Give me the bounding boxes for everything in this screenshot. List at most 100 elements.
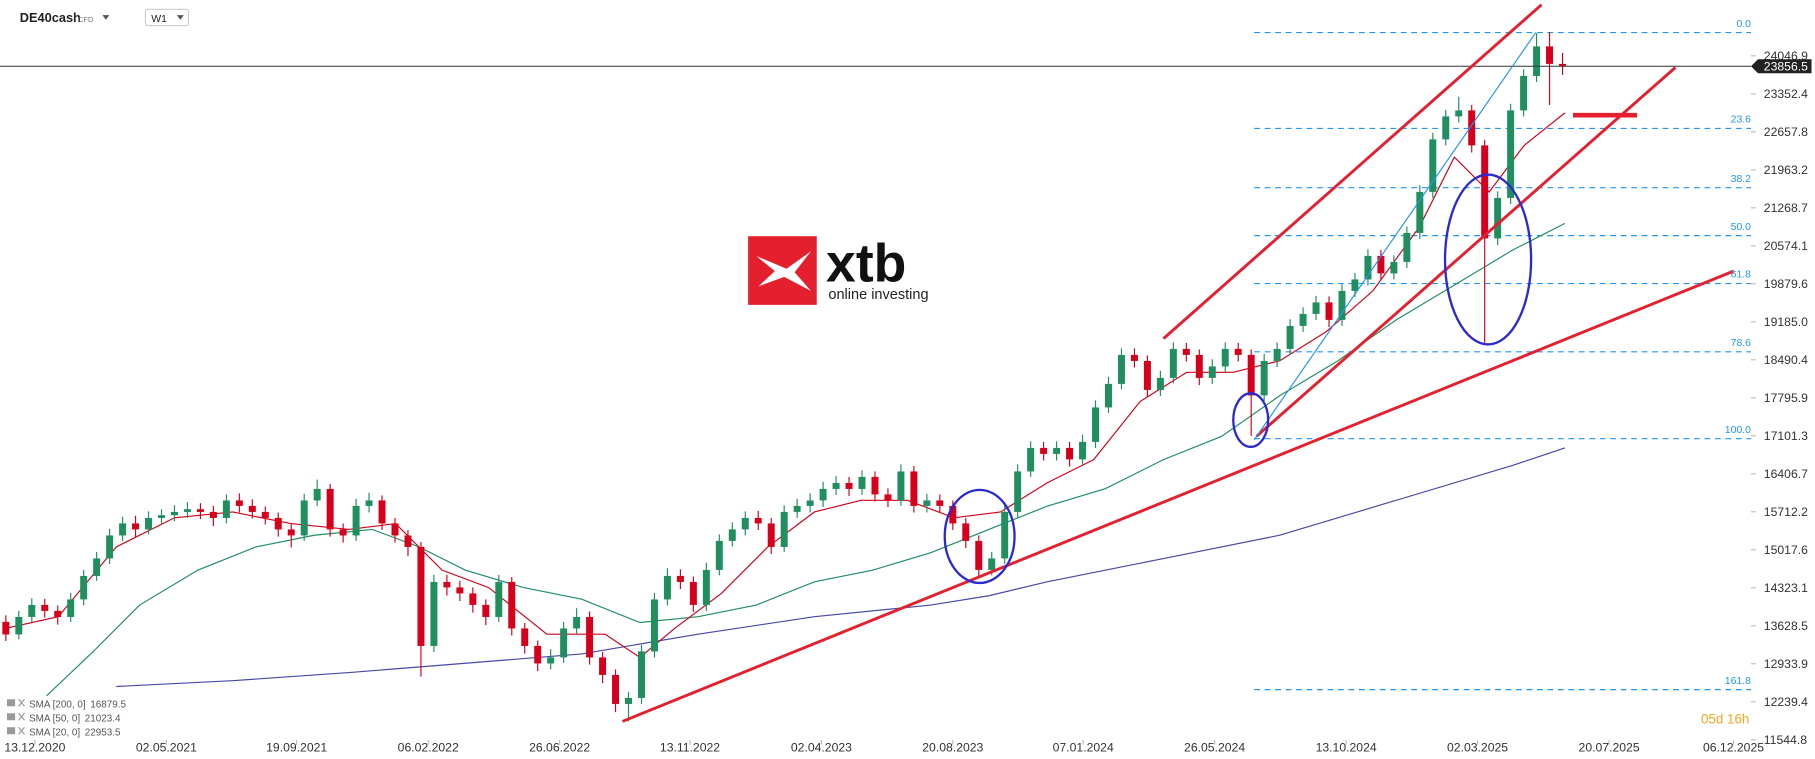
drawings — [621, 3, 1735, 723]
timeframe-box[interactable] — [144, 8, 190, 27]
candle-body — [248, 505, 256, 512]
candle-body — [1001, 511, 1009, 559]
candle-body — [430, 581, 438, 646]
candle-body — [949, 505, 957, 524]
candle-body — [1468, 110, 1476, 146]
x-tick-label: 02.04.2023 — [791, 741, 852, 755]
candle-body — [1338, 290, 1346, 320]
candle-body — [1104, 383, 1112, 408]
candle-body — [235, 500, 243, 506]
fib-label: 161.8 — [1725, 676, 1751, 687]
legend-icon — [6, 699, 16, 707]
candle-body — [1507, 110, 1515, 198]
last-price-box — [1751, 59, 1812, 74]
candle-body — [936, 500, 944, 506]
candle-body — [2, 621, 10, 635]
candle-body — [158, 515, 165, 518]
candle-body — [15, 616, 23, 635]
candle-body — [663, 575, 671, 600]
candle-body — [1066, 447, 1074, 460]
candle-body — [183, 509, 191, 512]
timeframe[interactable]: W1 — [151, 14, 167, 25]
candle-body — [1273, 348, 1281, 361]
y-tick-label: 13628.5 — [1764, 619, 1808, 633]
candle-body — [326, 488, 334, 530]
candle-body — [897, 471, 905, 501]
candle-body — [1325, 302, 1333, 320]
candle-body — [521, 628, 529, 646]
x-tick-label: 19.09.2021 — [266, 741, 327, 755]
last-price-label: 23856.5 — [1764, 59, 1808, 73]
candle-body — [1442, 116, 1450, 140]
candle-body — [67, 599, 75, 617]
candle-body — [391, 523, 399, 536]
candle-body — [1130, 354, 1138, 361]
y-tick-label: 16406.7 — [1764, 467, 1808, 481]
candle-body — [1559, 63, 1567, 67]
trend-line — [1162, 3, 1543, 340]
candle-body — [417, 546, 425, 646]
candle-body — [313, 488, 321, 501]
candle-body — [754, 517, 762, 524]
symbol: DE40cash — [20, 10, 81, 25]
x-tick-label: 26.06.2022 — [529, 741, 590, 755]
candle-body — [378, 500, 386, 524]
candle-body — [1053, 447, 1061, 454]
y-tick-label: 15712.2 — [1764, 505, 1808, 519]
candle-body — [119, 523, 127, 536]
x-tick-label: 20.07.2025 — [1579, 741, 1640, 755]
candle-body — [1533, 46, 1541, 76]
y-tick-label: 19879.6 — [1764, 277, 1808, 291]
x-tick-label: 06.12.2025 — [1703, 741, 1764, 755]
candle-body — [676, 575, 684, 582]
candle-body — [1390, 261, 1398, 274]
legend-remove — [18, 726, 25, 735]
candle-body — [586, 616, 594, 658]
candle-body — [1364, 255, 1372, 280]
legend-value: 16879.5 — [90, 699, 126, 710]
legend-remove — [18, 712, 25, 721]
trend-line — [1255, 66, 1677, 438]
candle-body — [1182, 348, 1190, 355]
candle-body — [1092, 407, 1100, 442]
candle-body — [1494, 197, 1502, 239]
x-tick-label: 02.03.2025 — [1447, 741, 1508, 755]
candle-body — [832, 482, 840, 489]
candle-body — [222, 500, 230, 518]
symbol-dropdown[interactable] — [102, 15, 110, 20]
candle-body — [170, 511, 178, 516]
candle-body — [106, 535, 114, 559]
y-tick-label: 17101.3 — [1764, 429, 1808, 443]
highlight-ellipse — [943, 488, 1016, 585]
candle-body — [469, 593, 477, 605]
candle-body — [132, 523, 140, 530]
candle-body — [767, 523, 775, 547]
candle-body — [962, 523, 970, 541]
legend-remove — [18, 698, 25, 707]
candle-body — [612, 674, 620, 704]
candle-body — [404, 535, 412, 547]
candle-body — [1221, 348, 1229, 367]
candle-body — [702, 569, 710, 605]
logo-tagline: online investing — [828, 287, 928, 303]
candle-body — [1286, 325, 1294, 349]
timeframe-dropdown[interactable] — [176, 15, 184, 20]
candle-body — [456, 587, 464, 594]
candle-body — [196, 509, 204, 512]
candle-body — [845, 482, 853, 489]
candle-body — [1117, 354, 1125, 384]
candle-body — [1455, 110, 1463, 117]
candle-body — [1416, 191, 1424, 233]
y-tick-label: 18490.4 — [1764, 353, 1808, 367]
x-tick-label: 07.01.2024 — [1053, 741, 1114, 755]
candle-body — [1429, 139, 1437, 192]
candle-body — [1260, 360, 1268, 396]
logo-brand: xtb — [826, 235, 906, 294]
candle-body — [80, 575, 88, 600]
instrument-type[interactable]: CFD — [78, 15, 94, 24]
candle-body — [482, 604, 490, 617]
x-tick-label: 26.05.2024 — [1184, 741, 1245, 755]
candle-body — [300, 500, 308, 536]
candle-body — [884, 494, 892, 501]
